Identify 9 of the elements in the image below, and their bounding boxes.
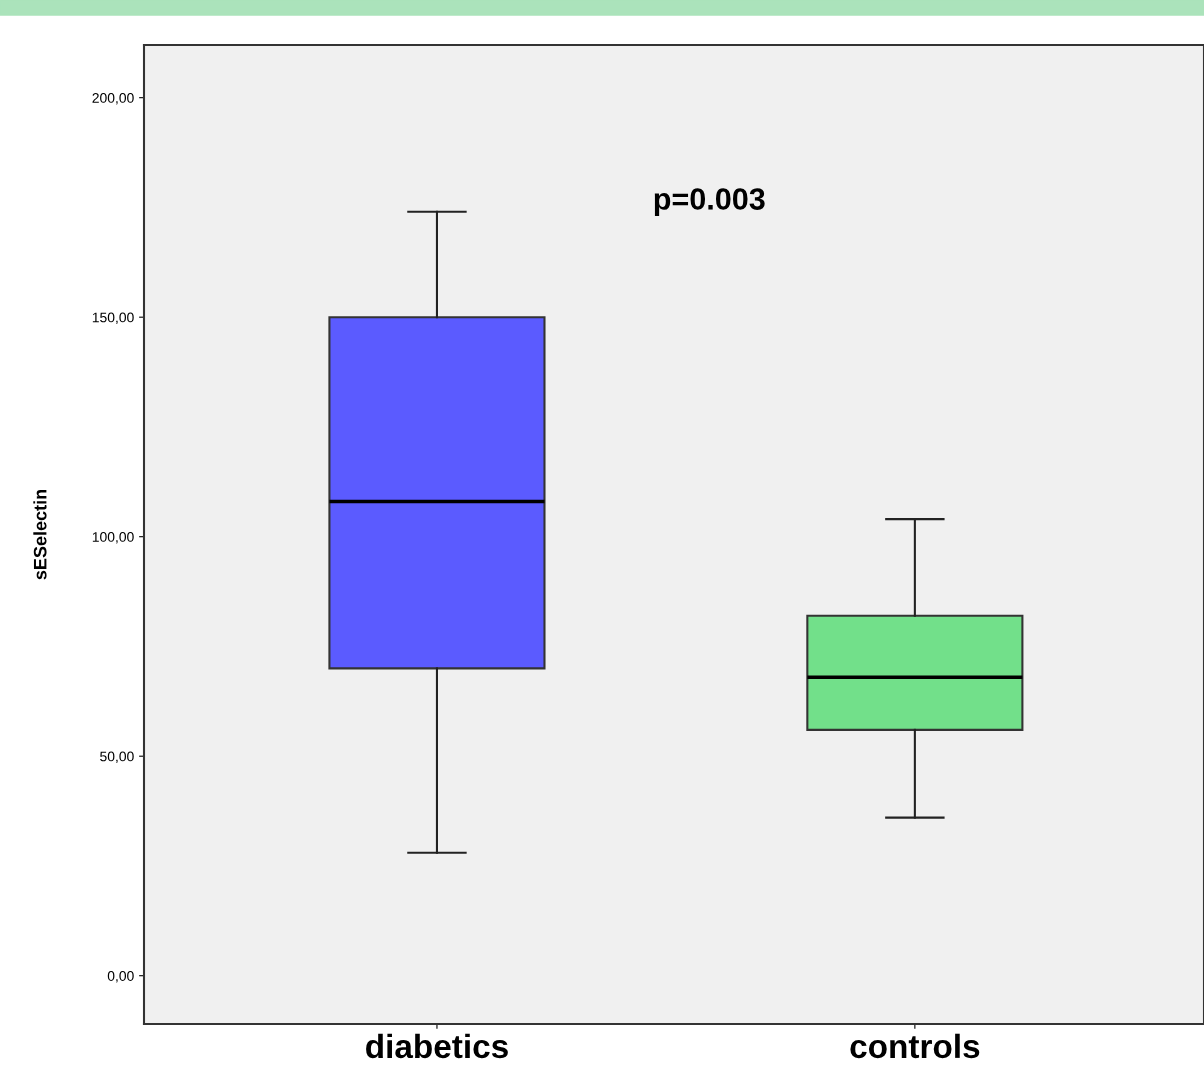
y-tick-label: 50,00 <box>100 751 134 764</box>
y-axis-title: sESelectin <box>33 489 47 580</box>
annotation: p=0.003 <box>654 188 765 216</box>
y-tick-label: 100,00 <box>92 532 134 544</box>
y-tick-label: 0,00 <box>107 971 134 983</box>
y-tick-label: 150,00 <box>92 312 134 324</box>
y-tick-label: 200,00 <box>92 93 134 105</box>
x-tick-label: controls <box>850 1033 980 1059</box>
x-tick-label: diabetics <box>366 1033 508 1059</box>
